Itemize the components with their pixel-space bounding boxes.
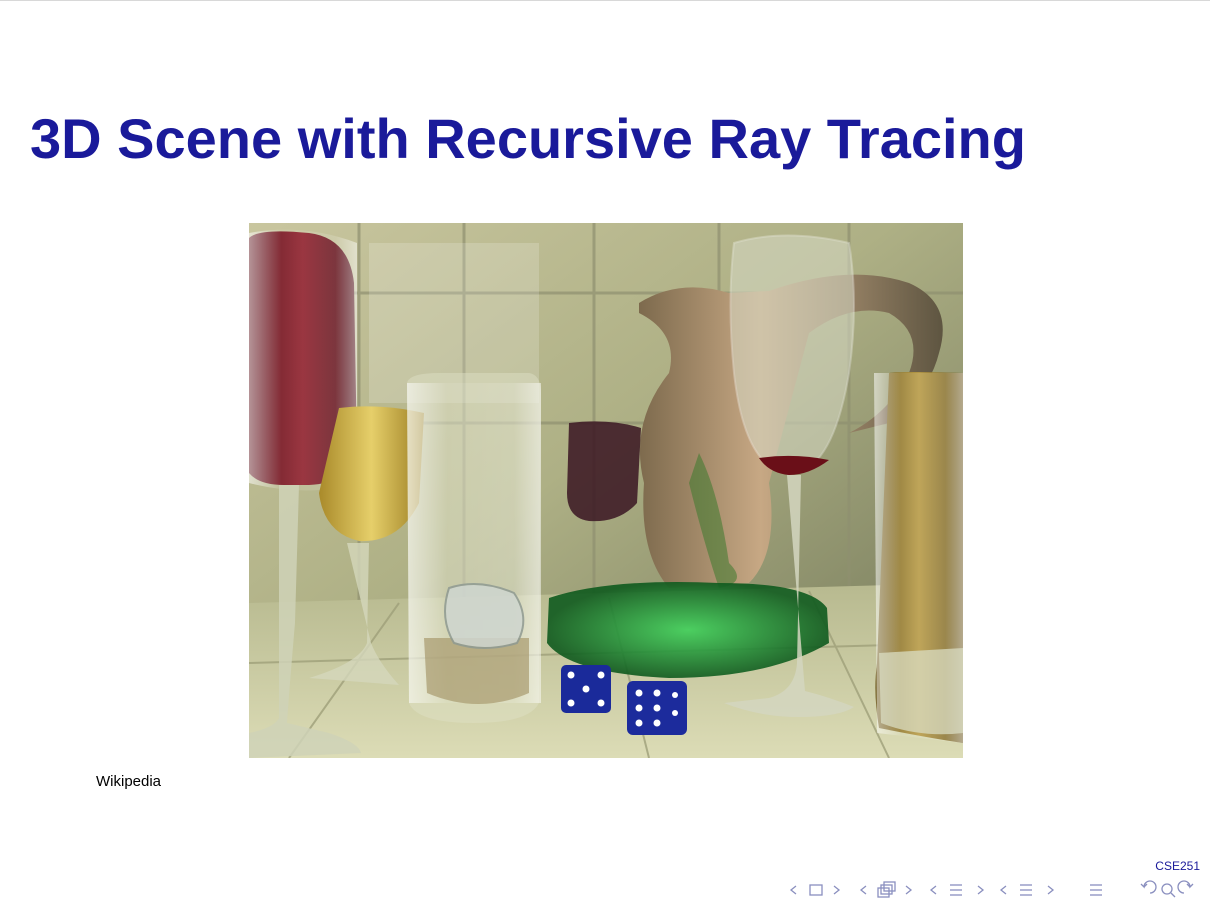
image-caption: Wikipedia xyxy=(96,773,162,790)
frame-icon[interactable] xyxy=(809,884,823,896)
prev-section-icon[interactable] xyxy=(929,885,937,895)
toc-icon[interactable] xyxy=(1090,884,1102,896)
footer-course-label: CSE251 xyxy=(1155,859,1200,873)
next-section-icon[interactable] xyxy=(977,885,985,895)
prev-subsection-icon[interactable] xyxy=(859,885,867,895)
beamer-navigation-bar xyxy=(788,879,1204,901)
section-icon[interactable] xyxy=(950,884,962,896)
back-icon[interactable] xyxy=(1140,880,1157,894)
next-slide-icon[interactable] xyxy=(1047,885,1055,895)
ray-traced-scene-image xyxy=(249,223,963,758)
slide-title: 3D Scene with Recursive Ray Tracing xyxy=(30,107,1026,170)
forward-icon[interactable] xyxy=(1177,880,1194,894)
search-icon[interactable] xyxy=(1161,883,1176,898)
die-1 xyxy=(561,665,611,713)
slide-icon[interactable] xyxy=(1020,884,1032,896)
die-2 xyxy=(627,681,687,735)
subsection-icon[interactable] xyxy=(877,881,896,898)
prev-slide-icon[interactable] xyxy=(999,885,1007,895)
prev-frame-icon[interactable] xyxy=(789,885,797,895)
next-subsection-icon[interactable] xyxy=(905,885,913,895)
next-frame-icon[interactable] xyxy=(833,885,841,895)
